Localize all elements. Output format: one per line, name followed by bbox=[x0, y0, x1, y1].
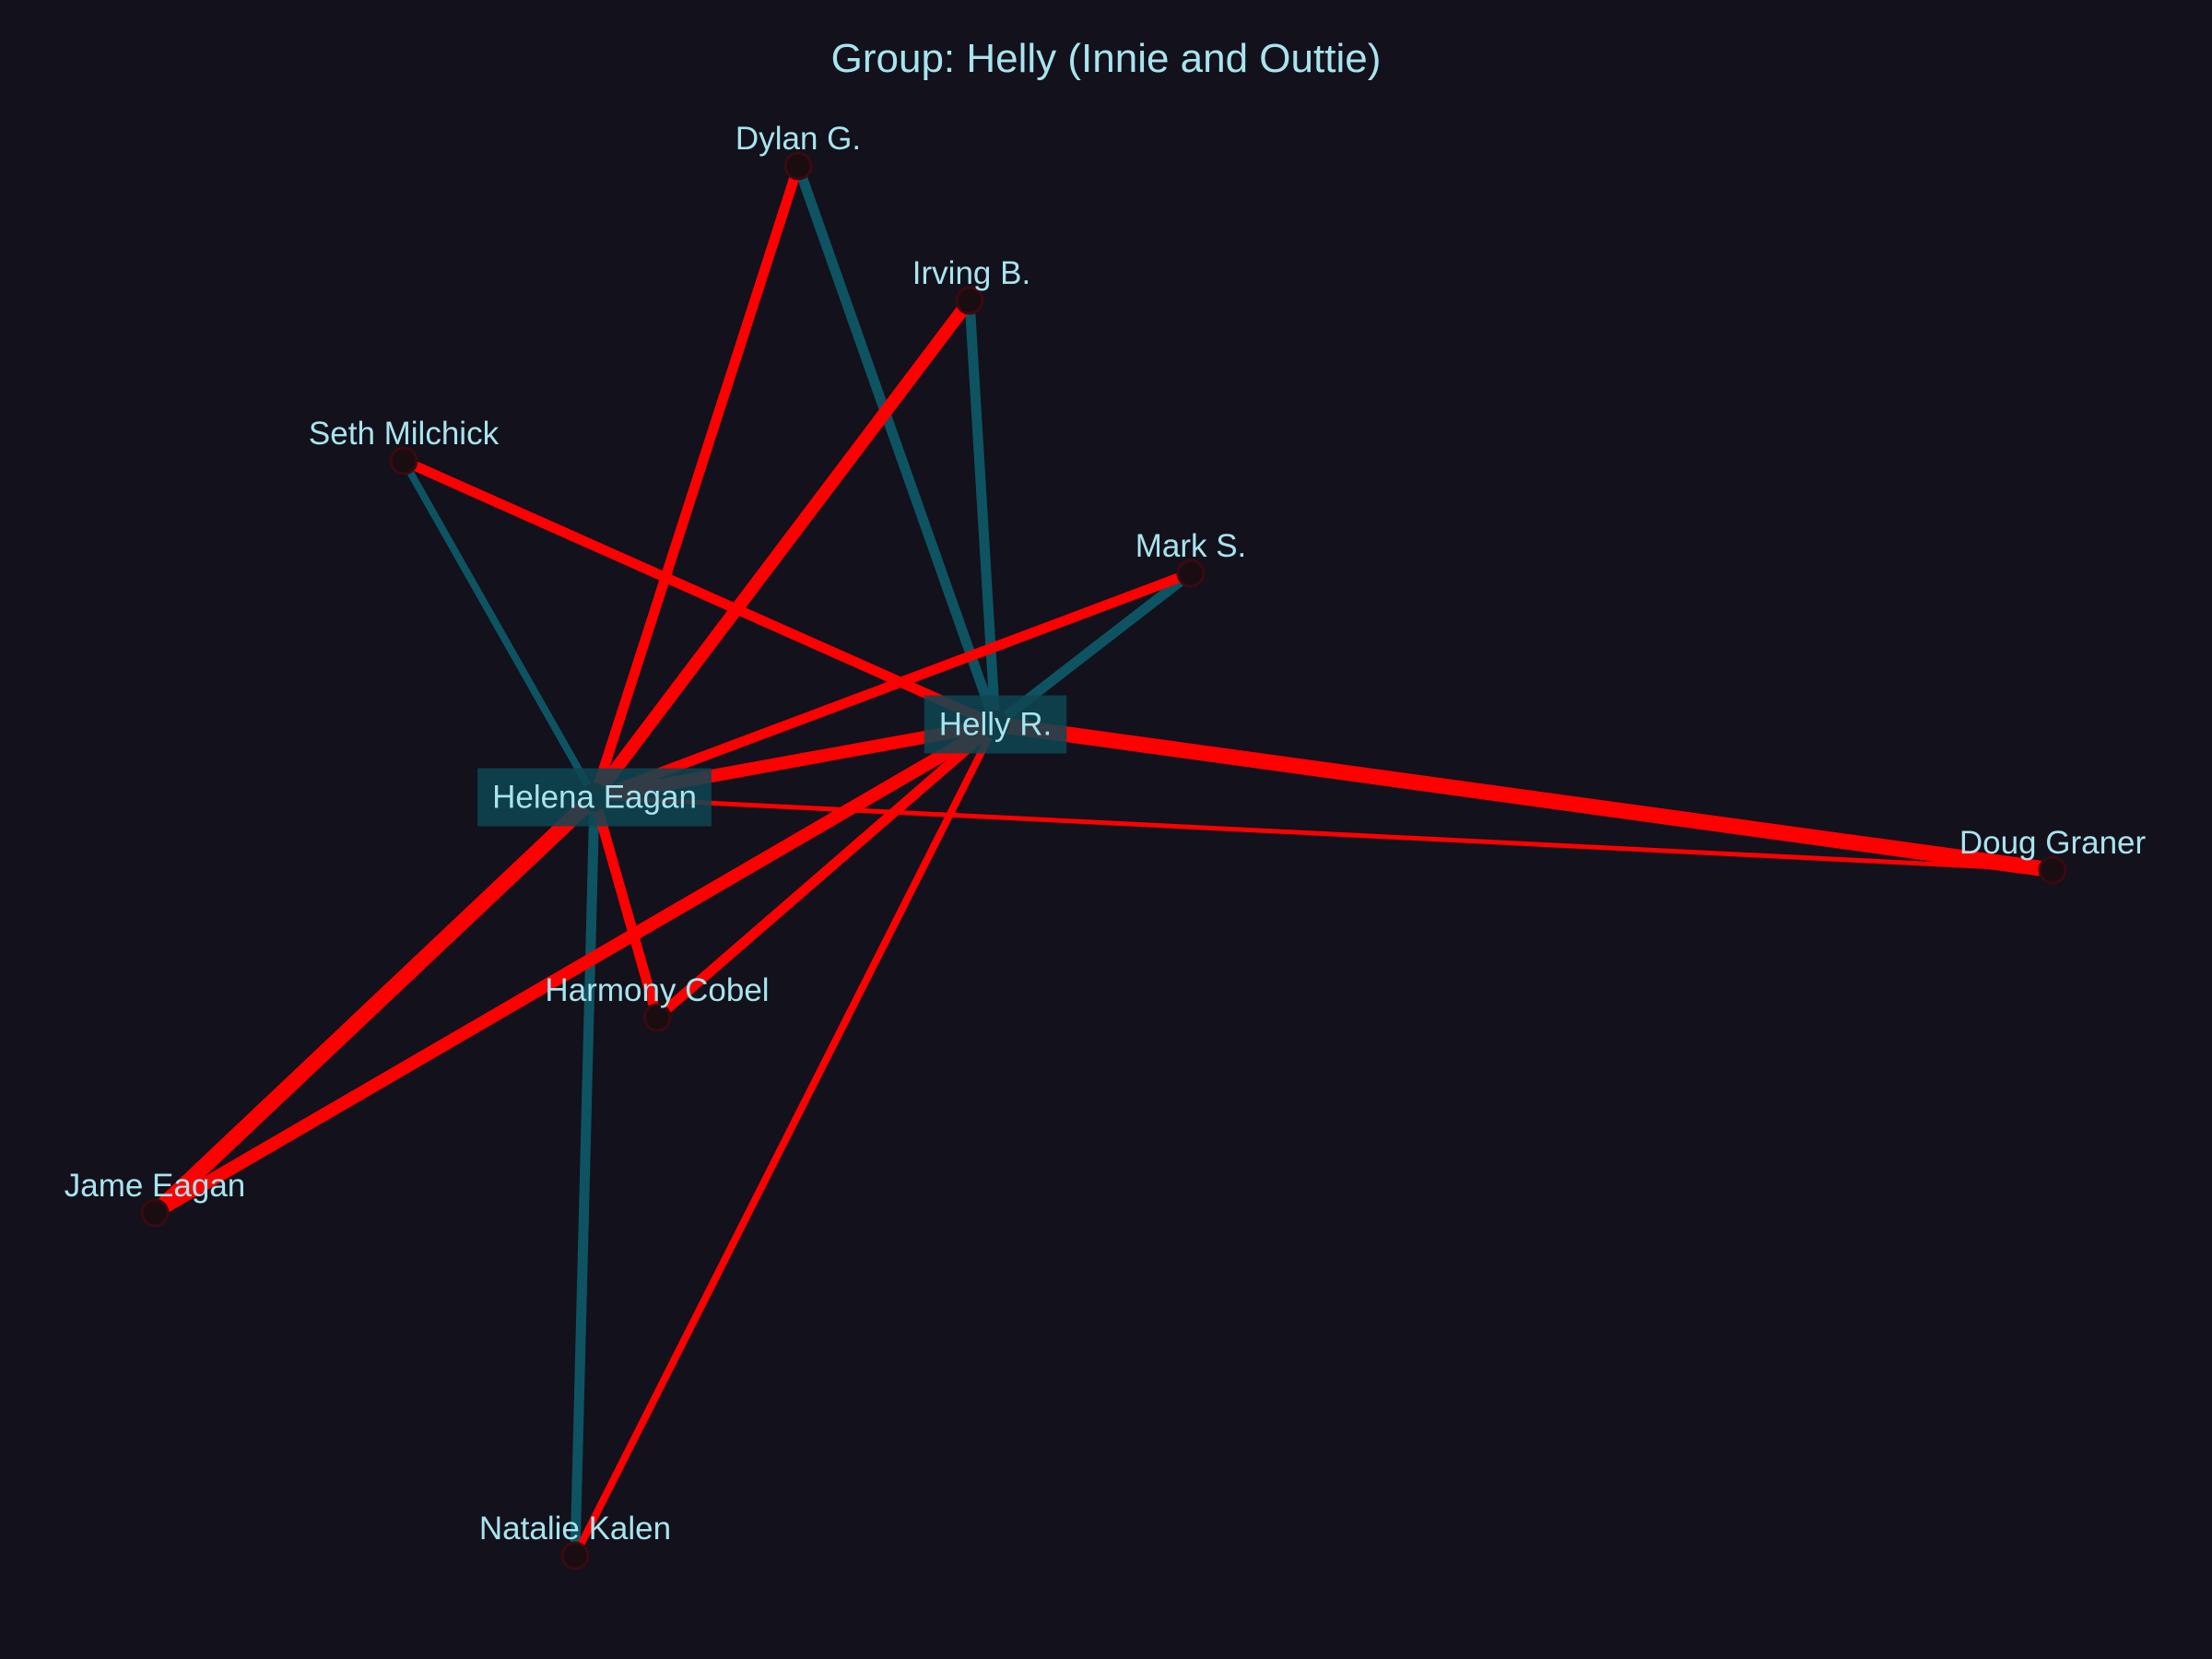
node-label: Jame Eagan bbox=[65, 1168, 246, 1204]
node-marker bbox=[1176, 559, 1206, 588]
node-jame[interactable]: Jame Eagan bbox=[65, 1168, 246, 1228]
edge-helly-natalie bbox=[571, 723, 999, 1558]
node-helly[interactable]: Helly R. bbox=[924, 695, 1067, 754]
edge-helena-harmony bbox=[589, 795, 663, 1019]
nodes-layer: Helly R. Helena Eagan Dylan G. Irving B. Set… bbox=[65, 121, 2147, 1571]
edge-helly-jame bbox=[151, 718, 999, 1219]
node-marker bbox=[389, 446, 418, 476]
edge-helena-seth bbox=[400, 459, 598, 799]
node-label: Irving B. bbox=[912, 255, 1030, 291]
node-natalie[interactable]: Natalie Kalen bbox=[479, 1511, 671, 1571]
edge-helly-irving bbox=[964, 300, 1001, 725]
edge-helena-natalie bbox=[570, 796, 600, 1557]
node-dylan[interactable]: Dylan G. bbox=[735, 121, 861, 181]
node-harmony[interactable]: Harmony Cobel bbox=[545, 972, 770, 1032]
focus-node-box bbox=[924, 695, 1067, 754]
edge-helena-dylan bbox=[589, 164, 804, 799]
node-label: Mark S. bbox=[1135, 528, 1247, 564]
diagram-title: Group: Helly (Innie and Outtie) bbox=[831, 36, 1382, 81]
node-mark[interactable]: Mark S. bbox=[1135, 528, 1247, 588]
node-label: Dylan G. bbox=[735, 121, 861, 157]
node-doug[interactable]: Doug Graner bbox=[1959, 825, 2147, 885]
edge-helena-jame bbox=[149, 791, 600, 1219]
node-marker bbox=[955, 286, 984, 315]
edge-helena-mark bbox=[593, 568, 1193, 803]
edge-helly-seth bbox=[401, 455, 998, 730]
node-label: Seth Milchick bbox=[309, 416, 500, 452]
node-label: Doug Graner bbox=[1959, 825, 2147, 861]
edge-helly-doug bbox=[994, 716, 2054, 878]
node-label: Helly R. bbox=[939, 707, 1053, 743]
node-marker bbox=[642, 1003, 672, 1032]
node-marker bbox=[783, 151, 813, 181]
edge-helly-dylan bbox=[793, 164, 1001, 726]
edge-helly-harmony bbox=[653, 720, 999, 1022]
node-marker bbox=[2038, 855, 2067, 885]
node-irving[interactable]: Irving B. bbox=[912, 255, 1030, 315]
edge-helena-irving bbox=[589, 296, 975, 802]
node-seth[interactable]: Seth Milchick bbox=[309, 416, 500, 476]
node-helena[interactable]: Helena Eagan bbox=[477, 768, 712, 827]
node-label: Natalie Kalen bbox=[479, 1511, 671, 1547]
node-label: Helena Eagan bbox=[492, 780, 697, 816]
focus-node-box bbox=[477, 768, 712, 827]
node-label: Harmony Cobel bbox=[545, 972, 769, 1008]
node-marker bbox=[140, 1198, 170, 1228]
node-marker bbox=[560, 1541, 590, 1571]
